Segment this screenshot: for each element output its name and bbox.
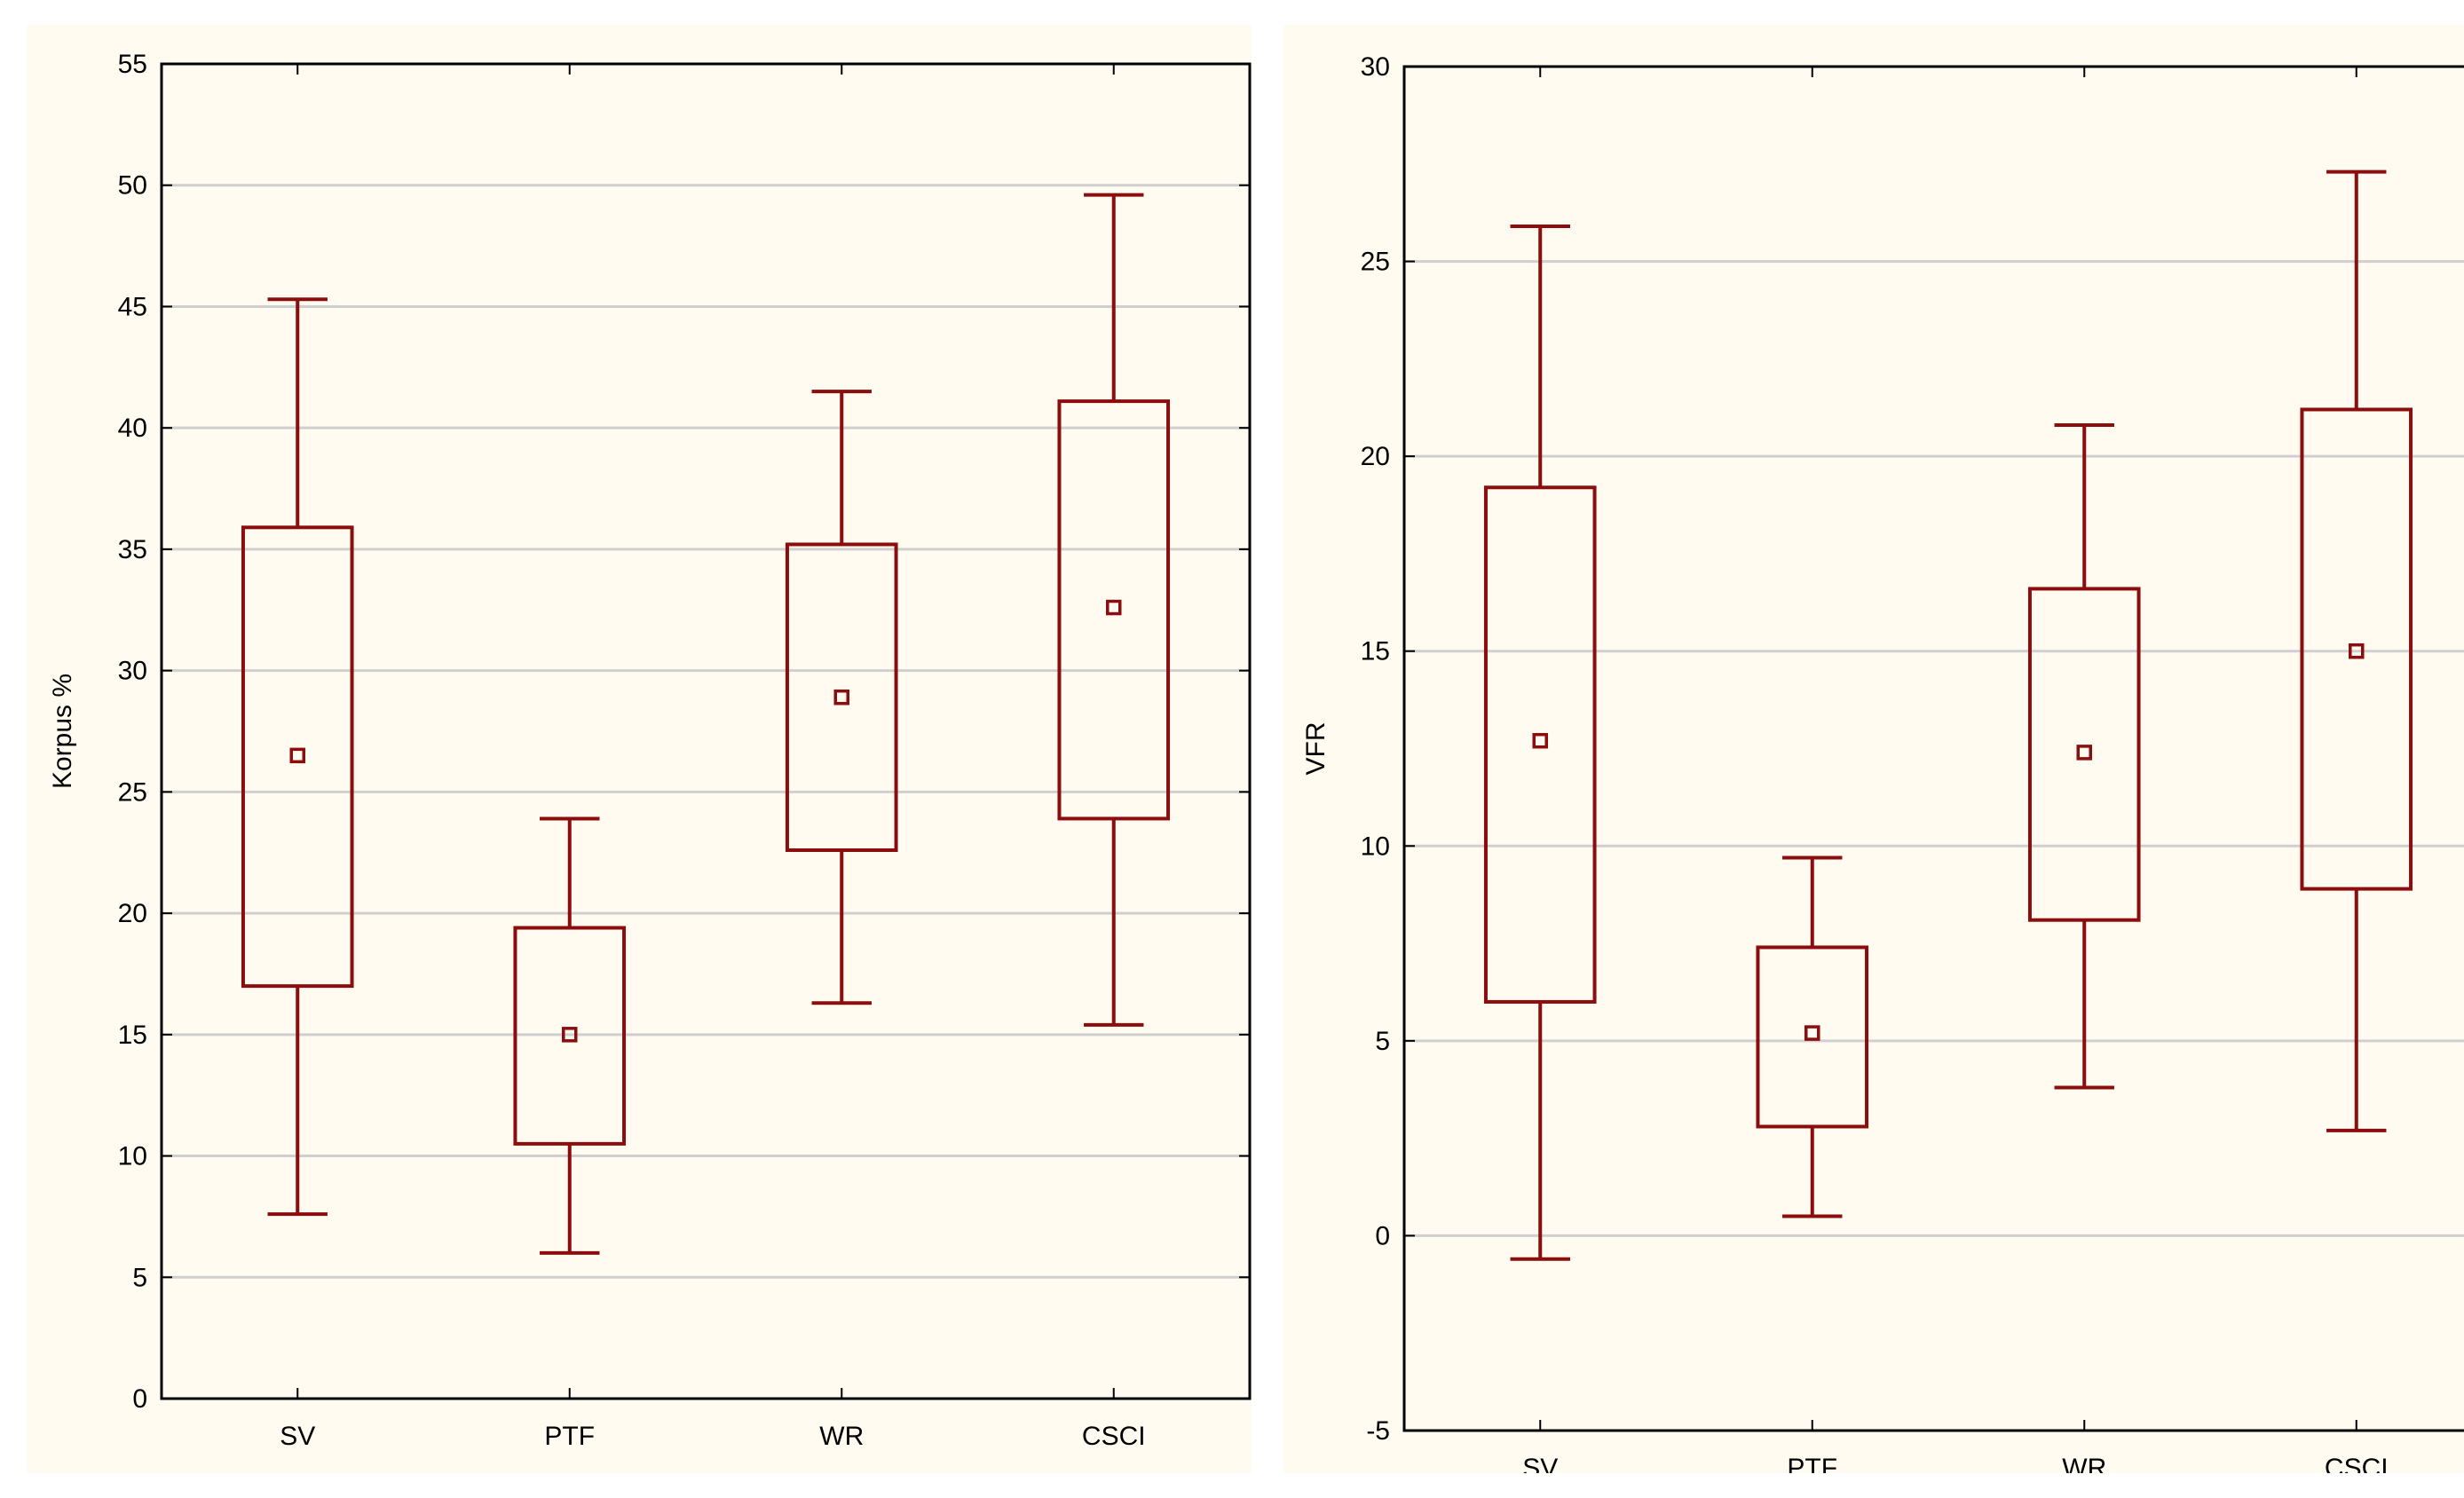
y-tick-label: 40 [118,414,147,443]
y-tick-label: 55 [118,50,147,79]
y-axis-title: Korpus % [48,674,77,789]
box-csci [2300,170,2413,1132]
y-tick-label: 20 [118,899,147,928]
center-marker [1106,599,1122,616]
box-body [2027,587,2141,922]
y-tick-label: 5 [132,1263,147,1292]
y-tick-label: 25 [118,777,147,807]
y-tick-label: 25 [1361,248,1390,277]
x-tick-label: SV [1522,1454,1558,1473]
center-marker [1805,1025,1820,1041]
x-tick-label: SV [280,1422,315,1451]
center-marker [2349,643,2365,659]
y-tick-label: 45 [118,292,147,321]
box-ptf [1756,855,1869,1218]
plot-frame [1402,65,2464,1432]
y-tick-label: 5 [1375,1027,1390,1056]
y-tick-label: 35 [118,535,147,564]
chart-panel-korpus: 0 5 10 15 20 25 30 35 40 45 50 55 SV PTF WR CSCI Korpus… [27,25,1252,1473]
y-tick-label: 10 [1361,832,1390,861]
center-marker [833,689,849,706]
box-wr [785,390,898,1005]
y-tick-label: 15 [1361,637,1390,666]
box-body [241,525,354,989]
y-tick-label: 30 [1361,52,1390,82]
x-tick-label: CSCI [2325,1454,2389,1473]
y-tick-label: 10 [118,1142,147,1171]
x-tick-label: WR [2062,1454,2106,1473]
y-tick-label: -5 [1366,1416,1390,1446]
box-body [785,542,898,852]
y-tick-label: 20 [1361,442,1390,471]
y-tick-label: 0 [1375,1221,1390,1250]
box-sv [241,297,354,1217]
center-marker [1532,732,1548,749]
boxplot-vfr: -5 0 5 10 15 20 25 30 SV PTF WR CSCI VFR [1301,52,2464,1473]
box-wr [2027,423,2141,1090]
box-body [1483,485,1597,1004]
center-marker [2076,745,2092,761]
x-tick-label: WR [819,1422,864,1451]
center-marker [289,747,305,764]
box-csci [1057,193,1171,1027]
y-tick-label: 50 [118,171,147,201]
y-tick-label: 30 [118,657,147,686]
y-tick-label: 15 [118,1021,147,1050]
center-marker [562,1027,578,1043]
box-ptf [513,816,627,1255]
chart-panel-vfr: -5 0 5 10 15 20 25 30 SV PTF WR CSCI VFR [1283,25,2464,1473]
box-body [513,926,627,1146]
boxplot-korpus: 0 5 10 15 20 25 30 35 40 45 50 55 SV PTF WR CSCI Korpus… [48,50,1252,1451]
box-sv [1483,225,1597,1261]
box-body [2300,407,2413,891]
x-tick-label: PTF [544,1422,595,1451]
x-tick-label: PTF [1787,1454,1837,1473]
plot-frame [160,62,1252,1400]
y-tick-label: 0 [132,1384,147,1414]
y-axis-title: VFR [1301,722,1331,776]
box-body [1756,945,1869,1129]
box-body [1057,399,1171,821]
x-tick-label: CSCI [1082,1422,1146,1451]
